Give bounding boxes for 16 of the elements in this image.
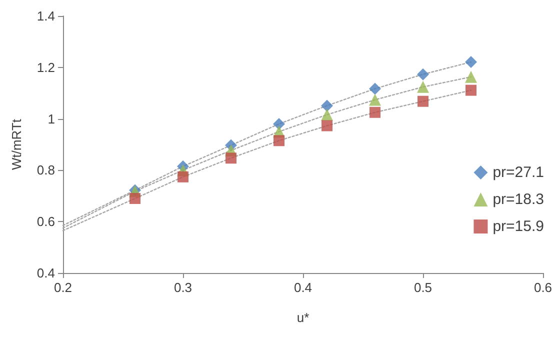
y-tick-label: 1	[48, 111, 55, 126]
y-tick-label: 0.4	[36, 266, 55, 280]
y-tick-label: 0.6	[36, 214, 55, 230]
legend-label: pr=18.3	[492, 191, 544, 208]
x-tick-label: 0.2	[54, 280, 72, 295]
x-tick-label: 0.4	[294, 280, 312, 295]
x-tick-label: 0.3	[174, 280, 192, 295]
x-tick-label: 0.6	[534, 280, 552, 295]
x-tick-label: 0.5	[414, 280, 432, 295]
y-tick-label: 1.2	[36, 60, 55, 75]
x-axis-title: u*	[296, 310, 310, 325]
legend-label: pr=15.9	[492, 218, 544, 235]
y-tick-label: 1.4	[36, 8, 55, 24]
y-axis-title: Wt/mRTt	[9, 118, 24, 170]
legend-label: pr=27.1	[492, 164, 544, 181]
y-tick-label: 0.8	[36, 162, 55, 178]
